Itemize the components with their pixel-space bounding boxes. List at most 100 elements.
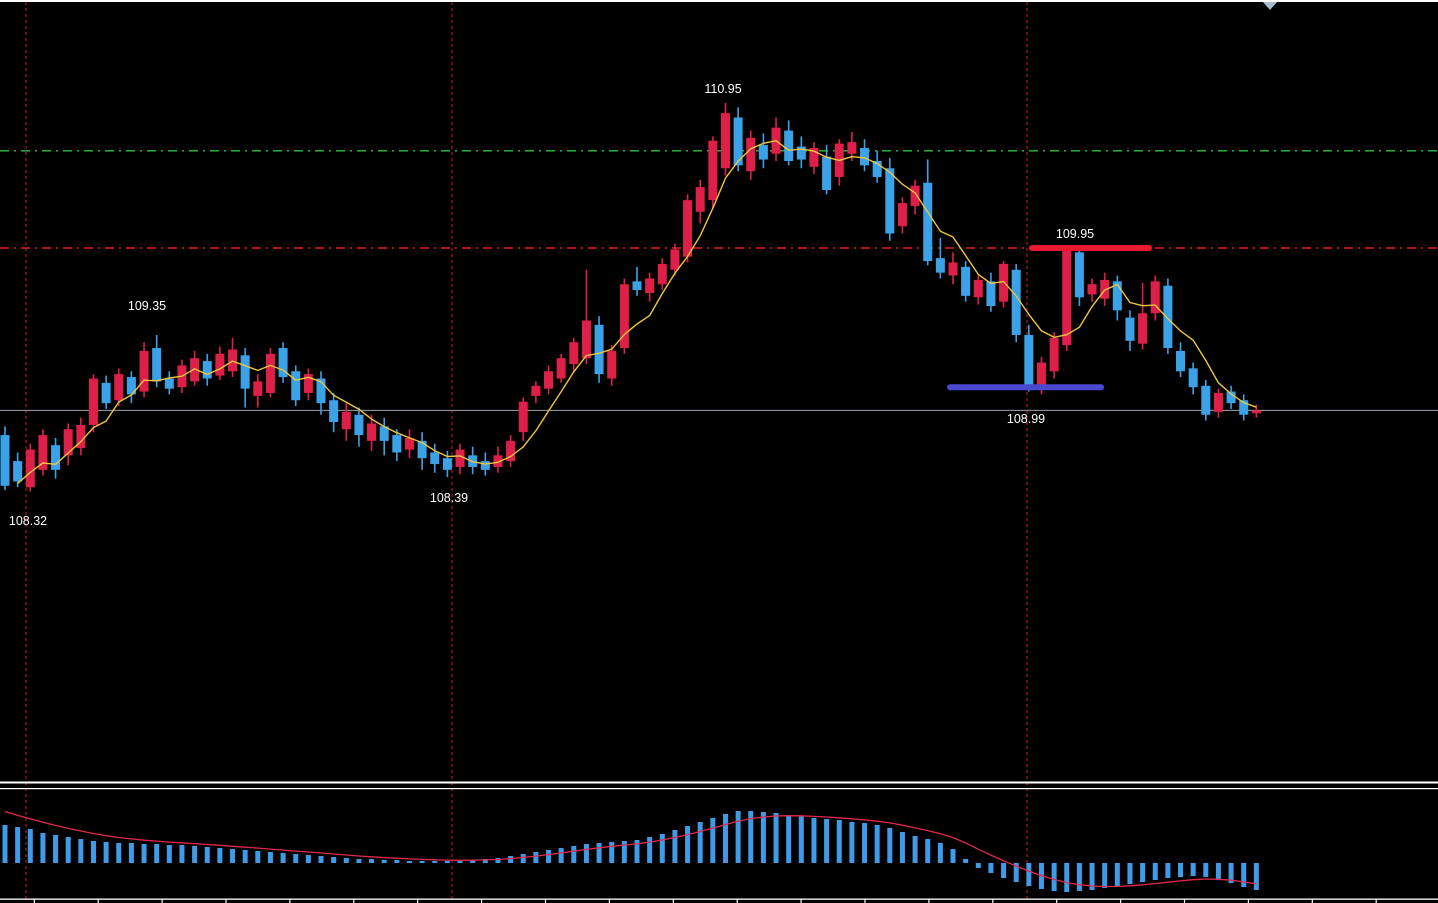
macd-histogram-bar xyxy=(988,863,994,873)
candle-body-up xyxy=(190,358,200,382)
candle-body-down xyxy=(1188,368,1198,388)
macd-histogram-bar xyxy=(773,813,779,863)
candle-body-down xyxy=(1024,335,1034,388)
price-label: 110.95 xyxy=(704,82,741,96)
candle-body-up xyxy=(948,262,958,276)
candle-body-up xyxy=(1213,393,1223,412)
candle-body-down xyxy=(417,440,427,459)
macd-histogram-bar xyxy=(40,833,46,863)
candle-body-down xyxy=(354,414,364,436)
macd-histogram-bar xyxy=(267,852,273,863)
macd-histogram-bar xyxy=(141,844,147,863)
candle-body-up xyxy=(657,263,667,285)
macd-histogram-bar xyxy=(432,861,438,863)
macd-histogram-bar xyxy=(495,858,501,863)
candle-body-up xyxy=(303,374,313,393)
splitter-line-bottom[interactable] xyxy=(0,788,1438,790)
macd-histogram-bar xyxy=(90,841,96,863)
candle-body-up xyxy=(1100,279,1110,299)
macd-histogram-bar xyxy=(672,830,678,863)
time-axis[interactable] xyxy=(0,898,1438,903)
macd-histogram-bar xyxy=(1001,863,1007,878)
candle-body-down xyxy=(1074,252,1084,298)
macd-histogram-bar xyxy=(963,859,969,863)
pane-splitter[interactable] xyxy=(0,781,1438,790)
candle-body-up xyxy=(847,142,857,154)
candle-body-up xyxy=(139,350,149,392)
candle-body-up xyxy=(619,284,629,349)
candle-body-up xyxy=(910,185,920,206)
macd-histogram-bar xyxy=(874,825,880,863)
splitter-line-top[interactable] xyxy=(0,781,1438,784)
macd-histogram-bar xyxy=(887,828,893,863)
price-level-lines[interactable] xyxy=(0,150,1438,411)
macd-histogram-bar xyxy=(1114,863,1120,886)
macd-histogram-bar xyxy=(571,846,577,863)
candle-body-down xyxy=(1163,285,1173,349)
candle-body-up xyxy=(1087,284,1097,295)
macd-histogram-bar xyxy=(659,834,665,863)
candle-body-up xyxy=(695,187,705,212)
macd-histogram-bar xyxy=(204,847,210,863)
candle-body-up xyxy=(63,429,73,456)
macd-histogram-bar xyxy=(811,818,817,863)
candle-body-down xyxy=(278,348,288,378)
candle-body-up xyxy=(1138,313,1148,344)
macd-histogram-bar xyxy=(53,835,59,863)
candle-body-down xyxy=(1112,281,1122,311)
candle-body-down xyxy=(329,400,339,422)
candle-body-down xyxy=(923,182,933,262)
drawn-objects[interactable] xyxy=(947,245,1152,391)
macd-histogram-bar xyxy=(1253,863,1259,890)
candle-body-up xyxy=(493,455,503,467)
macd-histogram-bar xyxy=(1152,863,1158,880)
candle-body-up xyxy=(404,437,414,450)
macd-histogram-bar xyxy=(1013,863,1019,882)
macd-histogram-bar xyxy=(103,842,109,863)
candle-body-down xyxy=(961,266,971,296)
candle-body-down xyxy=(101,382,111,404)
macd-histogram-bar xyxy=(305,855,311,863)
candle-body-up xyxy=(670,249,680,270)
macd-histogram-bar xyxy=(925,839,931,863)
candle-body-down xyxy=(379,426,389,441)
candle-body-down xyxy=(13,461,23,482)
candle-body-up xyxy=(897,203,907,227)
macd-histogram-bar xyxy=(230,849,236,863)
candle-body-down xyxy=(126,377,136,395)
candle-body-up xyxy=(1049,337,1059,372)
macd-histogram-bar xyxy=(937,843,943,863)
candle-body-up xyxy=(569,342,579,364)
macd-histogram-bar xyxy=(65,837,71,863)
candle-body-up xyxy=(25,449,35,488)
macd-histogram-bar xyxy=(419,861,425,863)
macd-histogram-bar xyxy=(217,848,223,863)
candle-body-down xyxy=(1011,269,1021,335)
macd-histogram-bar xyxy=(2,825,8,863)
macd-histogram-bar xyxy=(950,849,956,863)
candle-body-up xyxy=(1036,362,1046,388)
candle-body-down xyxy=(291,371,301,401)
candle-body-down xyxy=(442,458,452,470)
macd-histogram-bar xyxy=(444,861,450,863)
candle-body-up xyxy=(973,279,983,298)
candle-body-down xyxy=(822,156,832,190)
candle-body-down xyxy=(594,324,604,375)
macd-histogram-bar xyxy=(179,845,185,863)
candle-body-down xyxy=(240,355,250,389)
candle-body-up xyxy=(88,378,98,425)
candle-body-down xyxy=(316,378,326,404)
macd-histogram-bar xyxy=(546,850,552,863)
macd-histogram-bar xyxy=(166,845,172,863)
macd-histogram-bar xyxy=(1203,863,1209,877)
candle-body-down xyxy=(152,348,162,382)
candle-body-up xyxy=(683,200,693,257)
candle-body-up xyxy=(607,350,617,379)
macd-histogram-bar xyxy=(621,841,627,863)
macd-histogram-bar xyxy=(647,837,653,863)
macd-histogram-bar xyxy=(786,815,792,863)
macd-indicator-pane[interactable] xyxy=(2,810,1259,892)
